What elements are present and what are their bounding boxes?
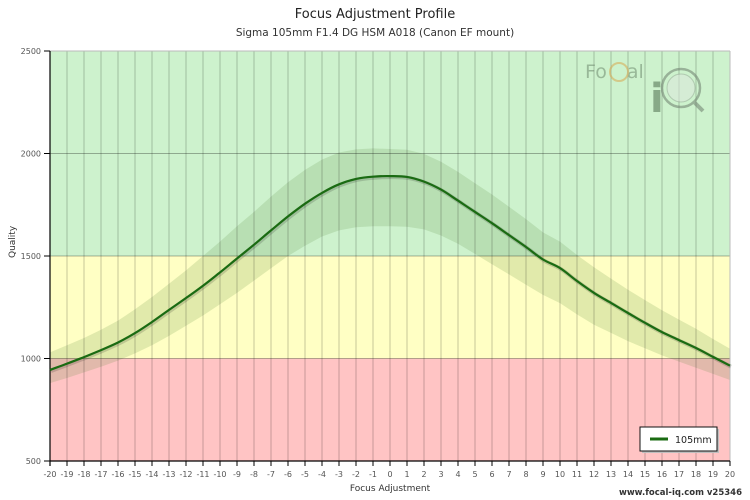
x-tick-label: -17 xyxy=(94,470,107,479)
x-tick-label: 18 xyxy=(691,470,701,479)
x-tick-label: -13 xyxy=(162,470,175,479)
x-tick-label: 7 xyxy=(506,470,511,479)
logo-text-focal: Fo al xyxy=(585,61,644,83)
logo-text-i: i xyxy=(650,76,664,122)
x-tick-label: 16 xyxy=(657,470,667,479)
x-tick-label: -5 xyxy=(301,470,309,479)
x-tick-label: -18 xyxy=(77,470,90,479)
quality-zones xyxy=(50,51,730,461)
x-tick-label: 8 xyxy=(523,470,528,479)
x-tick-label: -11 xyxy=(196,470,209,479)
zone-good xyxy=(50,51,730,256)
magnifier-icon xyxy=(660,67,702,109)
y-tick-label: 1000 xyxy=(21,355,41,364)
y-tick-label: 2500 xyxy=(21,47,41,56)
band-area xyxy=(50,148,730,384)
legend: 105mm xyxy=(639,426,719,453)
focal-iq-logo: Fo al i xyxy=(585,61,705,122)
x-tick-label: -20 xyxy=(43,470,56,479)
zone-poor xyxy=(50,358,730,461)
x-tick-label: 9 xyxy=(540,470,545,479)
x-tick-label: 6 xyxy=(489,470,494,479)
x-tick-label: -16 xyxy=(111,470,124,479)
x-tick-label: -7 xyxy=(267,470,275,479)
x-tick-label: -14 xyxy=(145,470,158,479)
x-tick-label: 11 xyxy=(572,470,582,479)
logo-ring-icon xyxy=(609,62,629,82)
x-tick-label: 19 xyxy=(708,470,718,479)
x-tick-label: -2 xyxy=(352,470,360,479)
aperture-icon xyxy=(666,73,696,103)
y-tick-label: 500 xyxy=(26,457,41,466)
x-tick-label: 13 xyxy=(606,470,616,479)
x-axis-label: Focus Adjustment xyxy=(349,484,431,494)
x-tick-label: -3 xyxy=(335,470,343,479)
x-tick-label: 4 xyxy=(455,470,460,479)
x-tick-label: 20 xyxy=(725,470,735,479)
x-tick-label: -4 xyxy=(318,470,326,479)
x-tick-label: 10 xyxy=(555,470,565,479)
grid-lines xyxy=(50,50,731,461)
x-tick-label: 3 xyxy=(438,470,443,479)
x-tick-label: 2 xyxy=(421,470,426,479)
x-tick-label: -9 xyxy=(233,470,241,479)
chart-subtitle: Sigma 105mm F1.4 DG HSM A018 (Canon EF m… xyxy=(235,27,515,39)
x-tick-label: -8 xyxy=(250,470,258,479)
x-tick-label: -15 xyxy=(128,470,141,479)
x-tick-label: 15 xyxy=(640,470,650,479)
y-tick-label: 1500 xyxy=(21,252,41,261)
watermark: www.focal-iq.com v25346 xyxy=(618,488,742,498)
x-tick-label: 5 xyxy=(472,470,477,479)
x-tick-label: -6 xyxy=(284,470,292,479)
x-tick-label: 14 xyxy=(623,470,633,479)
x-tick-label: 12 xyxy=(589,470,599,479)
x-tick-label: 0 xyxy=(387,470,392,479)
chart-title: Focus Adjustment Profile xyxy=(294,7,456,22)
curve-line xyxy=(49,174,731,372)
x-tick-label: -10 xyxy=(213,470,226,479)
x-tick-label: -1 xyxy=(369,470,377,479)
confidence-band xyxy=(50,148,730,384)
x-tick-label: -12 xyxy=(179,470,192,479)
legend-label-105mm: 105mm xyxy=(675,435,712,446)
x-tick-label: 17 xyxy=(674,470,684,479)
magnifier-handle xyxy=(692,100,705,113)
x-tick-label: -19 xyxy=(60,470,73,479)
series-curve-105mm xyxy=(49,174,732,373)
x-tick-label: 1 xyxy=(404,470,409,479)
y-tick-label: 2000 xyxy=(21,150,41,159)
